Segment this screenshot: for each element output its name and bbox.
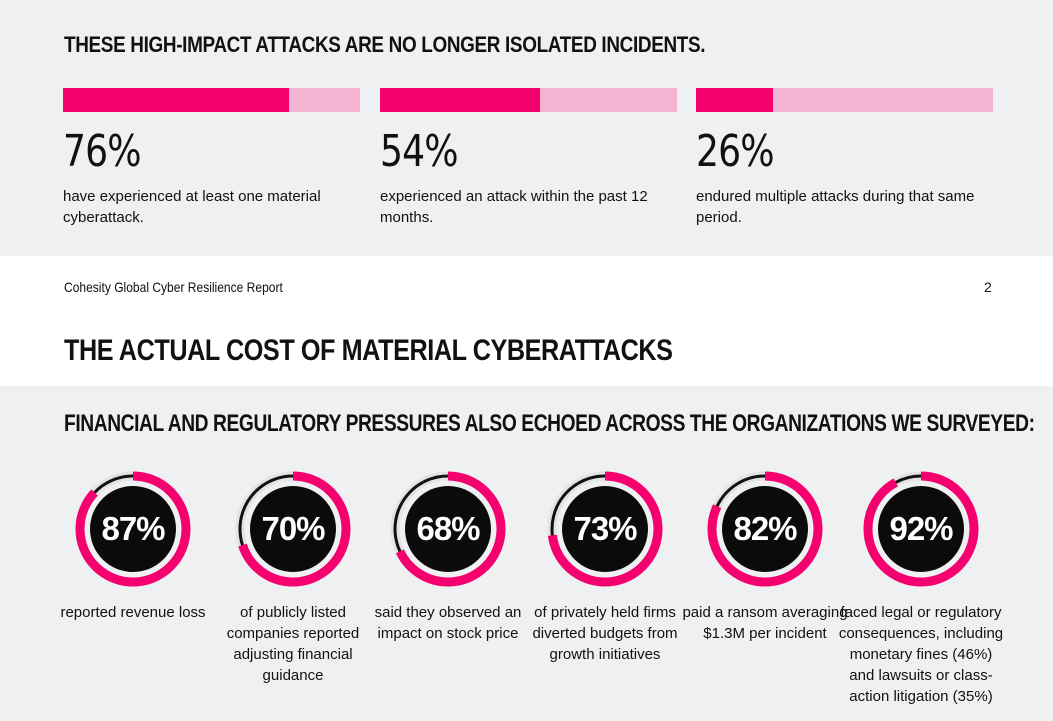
stat-value: 54%: [380, 126, 459, 177]
stat-description: endured multiple attacks during that sam…: [696, 188, 975, 226]
progress-ring: [234, 470, 352, 588]
metric-description: of privately held firms diverted budgets…: [532, 604, 678, 663]
section-heading-financial-pressures: FINANCIAL AND REGULATORY PRESSURES ALSO …: [64, 410, 1035, 437]
progress-ring: [546, 470, 664, 588]
ring-arc: [390, 471, 506, 587]
metric-value: 82%: [733, 510, 797, 547]
page-title: THE ACTUAL COST OF MATERIAL CYBERATTACKS: [64, 334, 673, 367]
ring-disc: [405, 486, 491, 572]
metric-value: 68%: [416, 510, 480, 547]
ring-disc: [90, 486, 176, 572]
metric-description: reported revenue loss: [60, 604, 206, 621]
progress-bar-fill: [380, 88, 541, 112]
stat-description: experienced an attack within the past 12…: [380, 188, 648, 226]
ring-disc: [878, 486, 964, 572]
progress-bar-fill: [63, 88, 289, 112]
metric-description: paid a ransom averaging $1.3M per incide…: [682, 604, 848, 642]
metric-value: 87%: [101, 510, 165, 547]
ring-arc: [707, 471, 823, 587]
metric-value: 73%: [573, 510, 637, 547]
ring-arc: [863, 471, 979, 587]
metric-description: of publicly listed companies reported ad…: [226, 604, 360, 684]
metric-value: 92%: [889, 510, 953, 547]
stat-card: 26% endured multiple attacks during that…: [696, 88, 993, 228]
top-panel: [0, 0, 1053, 256]
progress-ring: [862, 470, 980, 588]
metric-description: faced legal or regulatory consequences, …: [838, 604, 1004, 705]
progress-ring: [389, 470, 507, 588]
progress-bar-fill: [696, 88, 774, 112]
ring-arc: [547, 471, 663, 587]
progress-ring: [706, 470, 824, 588]
section-heading-isolated-incidents: THESE HIGH-IMPACT ATTACKS ARE NO LONGER …: [64, 32, 706, 57]
stat-card: 54% experienced an attack within the pas…: [380, 88, 677, 228]
ring-arc: [235, 471, 351, 587]
metric-value: 70%: [261, 510, 325, 547]
stat-description: have experienced at least one material c…: [63, 188, 321, 226]
ring-disc: [250, 486, 336, 572]
ring-arc: [75, 471, 191, 587]
progress-bar: [696, 88, 993, 112]
stat-card: 76% have experienced at least one materi…: [63, 88, 360, 228]
metric-description: said they observed an impact on stock pr…: [374, 604, 522, 642]
ring-disc: [722, 486, 808, 572]
stat-value: 76%: [63, 126, 142, 177]
progress-bar: [63, 88, 360, 112]
report-title: Cohesity Global Cyber Resilience Report: [64, 279, 283, 295]
progress-ring: [74, 470, 192, 588]
ring-disc: [562, 486, 648, 572]
stat-value: 26%: [696, 126, 775, 177]
page-number: 2: [984, 279, 992, 295]
progress-bar: [380, 88, 677, 112]
